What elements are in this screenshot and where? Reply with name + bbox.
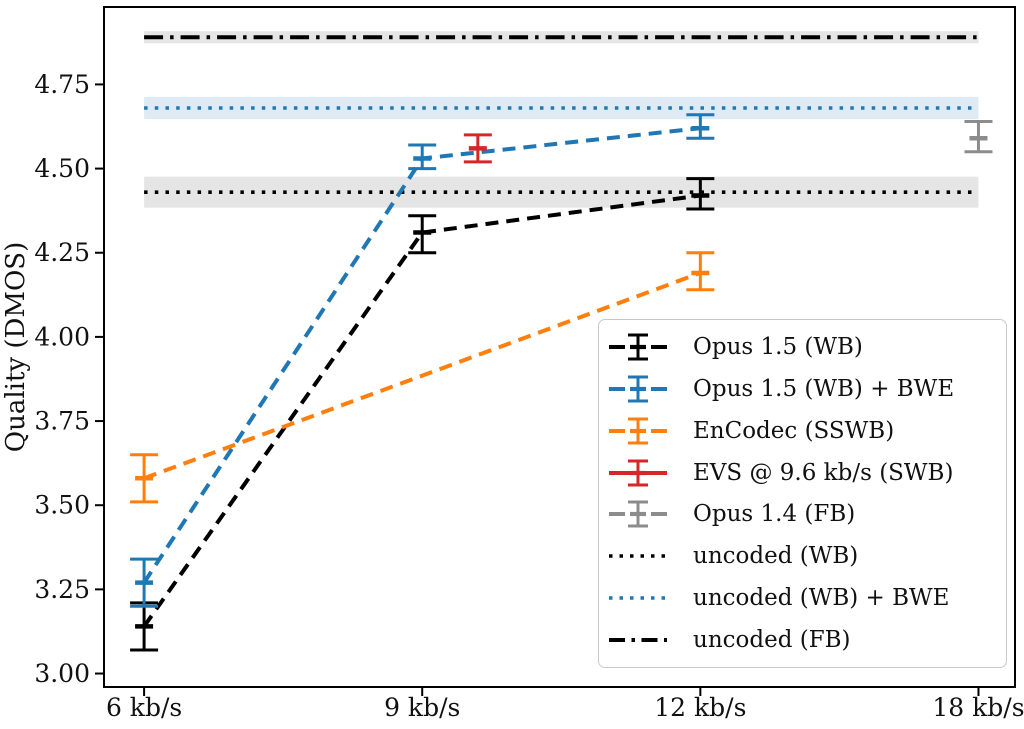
legend-label-opus-1-4-fb: Opus 1.4 (FB) xyxy=(693,501,856,528)
legend-glyph-uncoded-wb xyxy=(609,554,667,559)
legend-label-opus-1-5-wb: Opus 1.5 (WB) xyxy=(693,333,863,360)
y-tick-label: 4.00 xyxy=(34,322,90,351)
x-tick-label: 6 kb/s xyxy=(106,693,182,722)
legend-glyph-opus-1-5-wb-bwe xyxy=(609,375,667,403)
legend-label-evs-9-6-kb-s-swb: EVS @ 9.6 kb/s (SWB) xyxy=(693,459,954,486)
legend-label-opus-1-5-wb-bwe: Opus 1.5 (WB) + BWE xyxy=(693,375,955,402)
legend-glyph-uncoded-fb xyxy=(609,638,667,643)
y-tick-label: 3.25 xyxy=(34,575,90,604)
errorbar-opus-1-5-wb-6kbps xyxy=(130,601,159,652)
legend-item-uncoded-fb: uncoded (FB) xyxy=(609,620,996,660)
legend-glyph-opus-1-4-fb xyxy=(609,500,667,528)
x-tick-label: 9 kb/s xyxy=(384,693,460,722)
legend-label-uncoded-fb: uncoded (FB) xyxy=(693,627,851,654)
reference-band-uncoded-wb xyxy=(144,176,979,208)
errorbar-evs-9-6-kb-s-swb-9.6kbps xyxy=(463,133,492,164)
errorbar-opus-1-5-wb-12kbps xyxy=(686,177,715,211)
series-line-encodec-sswb xyxy=(143,271,702,481)
legend-item-opus-1-5-wb: Opus 1.5 (WB) xyxy=(609,327,996,367)
errorbar-opus-1-5-wb-bwe-6kbps xyxy=(130,557,159,608)
legend-glyph-opus-1-5-wb xyxy=(609,333,667,361)
legend-item-evs-9-6-kb-s-swb: EVS @ 9.6 kb/s (SWB) xyxy=(609,453,996,493)
y-tick-label: 3.75 xyxy=(34,407,90,436)
legend-glyph-encodec-sswb xyxy=(609,417,667,445)
legend-glyph-evs-9-6-kb-s-swb xyxy=(609,459,667,487)
chart-root: 3.00 3.25 3.50 3.75 4.00 4.25 4.50 4.75 6 kb/s 9 … xyxy=(34,6,1024,722)
x-tick-label: 18 kb/s xyxy=(932,693,1024,722)
legend-item-opus-1-5-wb-bwe: Opus 1.5 (WB) + BWE xyxy=(609,369,996,409)
legend-item-encodec-sswb: EnCodec (SSWB) xyxy=(609,411,996,451)
y-tick-label: 4.75 xyxy=(34,70,90,99)
y-tick-label: 3.50 xyxy=(34,491,90,520)
errorbar-opus-1-5-wb-9kbps xyxy=(408,214,437,255)
errorbar-opus-1-5-wb-bwe-12kbps xyxy=(686,113,715,140)
legend-item-uncoded-wb-bwe: uncoded (WB) + BWE xyxy=(609,578,996,618)
legend-label-uncoded-wb: uncoded (WB) xyxy=(693,543,859,570)
errorbar-encodec-sswb-12kbps xyxy=(686,251,715,292)
reference-band-uncoded-wb-bwe xyxy=(144,96,979,120)
y-tick-label: 3.00 xyxy=(34,659,90,688)
y-axis-label: Quality (DMOS) xyxy=(1,242,31,452)
legend-item-opus-1-4-fb: Opus 1.4 (FB) xyxy=(609,494,996,534)
plot-border xyxy=(103,6,1016,688)
errorbar-opus-1-4-fb-18kbps xyxy=(964,119,993,154)
y-tick-label: 4.50 xyxy=(34,154,90,183)
legend: Opus 1.5 (WB) Opus 1.5 (WB) + BWE EnCodec … xyxy=(598,319,1007,668)
errorbar-encodec-sswb-6kbps xyxy=(130,453,159,504)
legend-label-encodec-sswb: EnCodec (SSWB) xyxy=(693,417,895,444)
y-tick-label: 4.25 xyxy=(34,238,90,267)
legend-label-uncoded-wb-bwe: uncoded (WB) + BWE xyxy=(693,585,950,612)
x-tick-label: 12 kb/s xyxy=(654,693,746,722)
errorbar-opus-1-5-wb-bwe-9kbps xyxy=(408,143,437,171)
legend-glyph-uncoded-wb-bwe xyxy=(609,596,667,600)
legend-item-uncoded-wb: uncoded (WB) xyxy=(609,536,996,576)
